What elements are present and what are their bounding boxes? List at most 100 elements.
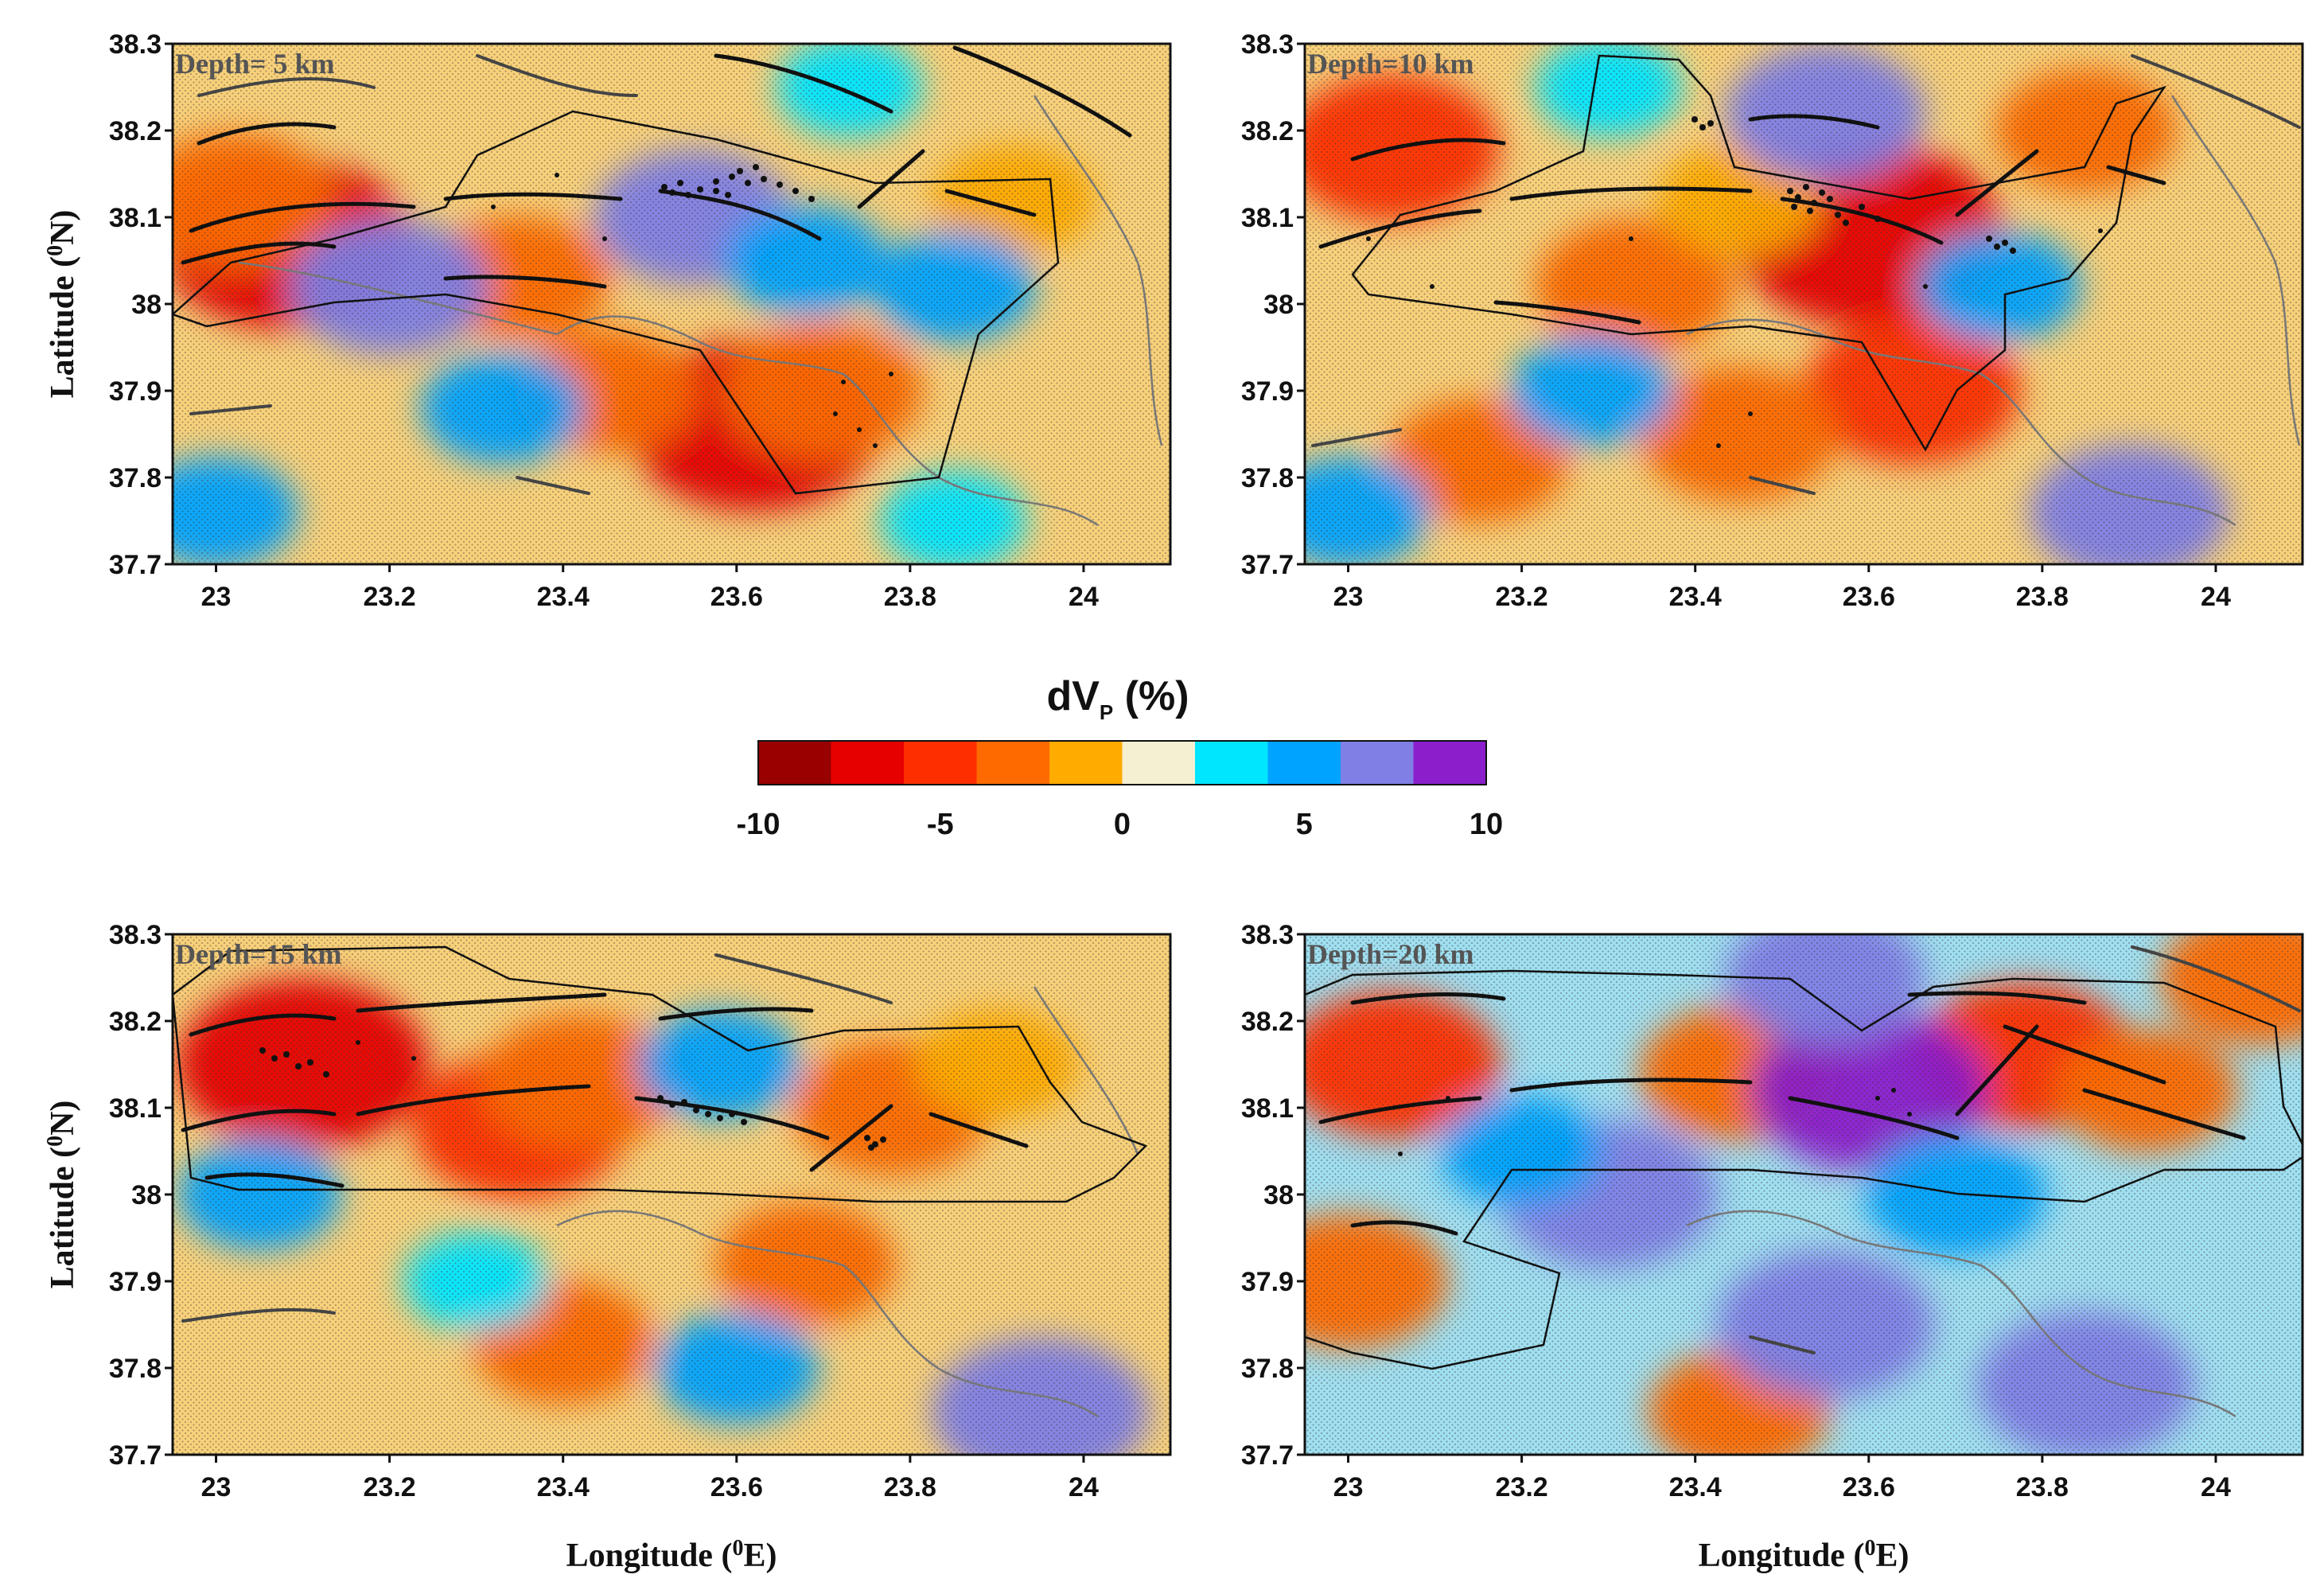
- y-tick-label: 38: [1263, 1180, 1294, 1210]
- resolution-polygon: [1351, 54, 2167, 452]
- y-tick-label: 37.7: [1241, 1440, 1294, 1471]
- x-tick-label: 23: [1333, 1472, 1364, 1502]
- x-ticks: 23 23.2 23.4 23.6 23.8 24: [1333, 564, 2231, 612]
- colorbar-swatch: [831, 741, 905, 785]
- x-tick-label: 23.6: [710, 582, 763, 612]
- x-tick-label: 23.6: [710, 1472, 763, 1502]
- dot-stipple: [173, 934, 1170, 1455]
- y-axis-title: Latitude (0N): [43, 1101, 81, 1289]
- resolution-polygon: [173, 110, 1060, 495]
- y-tick-label: 37.8: [1241, 463, 1294, 493]
- x-ticks: 23 23.2 23.4 23.6 23.8 24: [201, 1455, 1099, 1502]
- y-tick-label: 38.2: [1241, 116, 1294, 146]
- y-tick-label: 38.3: [109, 29, 162, 60]
- depth-label: Depth=20 km: [1307, 938, 1474, 970]
- colorbar-ticks: -10 -5 0 5 10: [737, 808, 1504, 841]
- depth-label: Depth=15 km: [175, 938, 342, 970]
- earthquake-epicenters: [259, 1040, 886, 1151]
- y-tick-label: 38.2: [109, 116, 162, 146]
- x-tick-label: 23.2: [1496, 1472, 1548, 1502]
- coastline: [1686, 95, 2301, 527]
- colorbar-swatch: [1195, 741, 1268, 785]
- colorbar-swatch: [1413, 741, 1487, 785]
- x-tick-label: 23.2: [1496, 582, 1548, 612]
- coastline: [556, 986, 1139, 1418]
- y-tick-label: 37.7: [109, 550, 162, 580]
- x-tick-label: 23.4: [537, 1472, 590, 1502]
- y-tick-label: 38.2: [109, 1007, 162, 1037]
- y-tick-label: 38: [131, 290, 162, 320]
- colorbar-swatch: [904, 741, 977, 785]
- colorbar-tick-label: 5: [1296, 808, 1313, 841]
- minor-faults: [1749, 945, 2301, 1354]
- y-tick-label: 38.1: [109, 203, 162, 233]
- y-ticks: 38.3 38.2 38.1 38 37.9 37.8 37.7: [1241, 920, 1305, 1471]
- y-tick-label: 37.8: [109, 1354, 162, 1384]
- x-tick-label: 23.2: [364, 1472, 416, 1502]
- colorbar: dVP (%) -10 -5 0 5 10: [737, 673, 1504, 841]
- x-tick-label: 23: [201, 1472, 232, 1502]
- panel-depth-20km: Depth=20 km 38.3 38.2 38.1 38 37.9 37.8 37.7 2…: [1241, 920, 2304, 1574]
- x-axis-title: Longitude (0E): [1699, 1536, 1909, 1574]
- x-tick-label: 23.8: [884, 1472, 936, 1502]
- colorbar-tick-label: -5: [927, 808, 954, 841]
- earthquake-epicenters: [491, 164, 893, 448]
- y-tick-label: 37.7: [1241, 550, 1294, 580]
- x-tick-label: 23: [201, 582, 232, 612]
- x-tick-label: 23.2: [364, 582, 416, 612]
- earthquake-epicenters: [1366, 116, 2103, 448]
- colorbar-swatch: [1122, 741, 1196, 785]
- x-tick-label: 24: [2201, 582, 2231, 612]
- colorbar-tick-label: 10: [1470, 808, 1503, 841]
- y-tick-label: 38: [1263, 290, 1294, 320]
- x-tick-label: 24: [1069, 1472, 1099, 1502]
- y-tick-label: 38.1: [1241, 203, 1294, 233]
- y-tick-label: 37.9: [1241, 1267, 1294, 1297]
- y-ticks: 38.3 38.2 38.1 38 37.9 37.8 37.7: [1241, 29, 1305, 580]
- x-tick-label: 23: [1333, 582, 1364, 612]
- colorbar-frame: [757, 740, 1487, 785]
- x-tick-label: 23.8: [884, 582, 936, 612]
- coastline: [238, 95, 1163, 527]
- x-tick-label: 23.6: [1843, 582, 1895, 612]
- depth-label: Depth=10 km: [1307, 48, 1474, 80]
- y-tick-label: 37.9: [109, 1267, 162, 1297]
- y-tick-label: 37.8: [1241, 1354, 1294, 1384]
- y-tick-label: 37.8: [109, 463, 162, 493]
- x-ticks: 23 23.2 23.4 23.6 23.8 24: [1333, 1455, 2231, 1502]
- x-tick-label: 23.4: [1669, 1472, 1722, 1502]
- fault-lines: [181, 45, 1132, 289]
- resolution-polygon: [1305, 969, 2303, 1370]
- colorbar-swatch: [758, 741, 831, 785]
- panel-depth-15km: Depth=15 km 38.3 38.2 38.1 38 37.9 37.8 37.7 2…: [43, 920, 1172, 1574]
- fault-lines: [1318, 114, 2166, 325]
- y-tick-label: 38.3: [1241, 29, 1294, 60]
- y-tick-label: 38.2: [1241, 1007, 1294, 1037]
- colorbar-swatch: [1341, 741, 1414, 785]
- x-tick-label: 23.8: [2016, 1472, 2069, 1502]
- x-axis-title: Longitude (0E): [566, 1536, 777, 1574]
- y-tick-label: 37.9: [1241, 376, 1294, 407]
- x-ticks: 23 23.2 23.4 23.6 23.8 24: [201, 564, 1099, 612]
- panel-depth-5km: Depth= 5 km 38.3 38.2 38.1 38 37.9 37.8 37.7 2…: [43, 29, 1172, 612]
- x-tick-label: 24: [1069, 582, 1099, 612]
- colorbar-swatch: [1049, 741, 1123, 785]
- x-tick-label: 23.4: [537, 582, 590, 612]
- colorbar-swatches: [757, 740, 1487, 785]
- y-tick-label: 38.3: [1241, 920, 1294, 950]
- y-tick-label: 37.9: [109, 376, 162, 407]
- panel-depth-10km: Depth=10 km 38.3 38.2 38.1 38 37.9 37.8 37.7 2…: [1241, 29, 2304, 612]
- resolution-polygon: [173, 945, 1148, 1203]
- dot-stipple: [1305, 934, 2303, 1455]
- coastline: [1686, 1210, 2236, 1418]
- colorbar-swatch: [976, 741, 1050, 785]
- earthquake-epicenters: [1398, 1088, 1912, 1156]
- depth-label: Depth= 5 km: [175, 48, 335, 80]
- x-tick-label: 23.6: [1843, 1472, 1895, 1502]
- minor-faults: [1311, 54, 2301, 495]
- y-ticks: 38.3 38.2 38.1 38 37.9 37.8 37.7: [109, 29, 173, 580]
- y-tick-label: 38: [131, 1180, 162, 1210]
- minor-faults: [181, 953, 893, 1323]
- y-axis-title: Latitude (0N): [43, 210, 81, 399]
